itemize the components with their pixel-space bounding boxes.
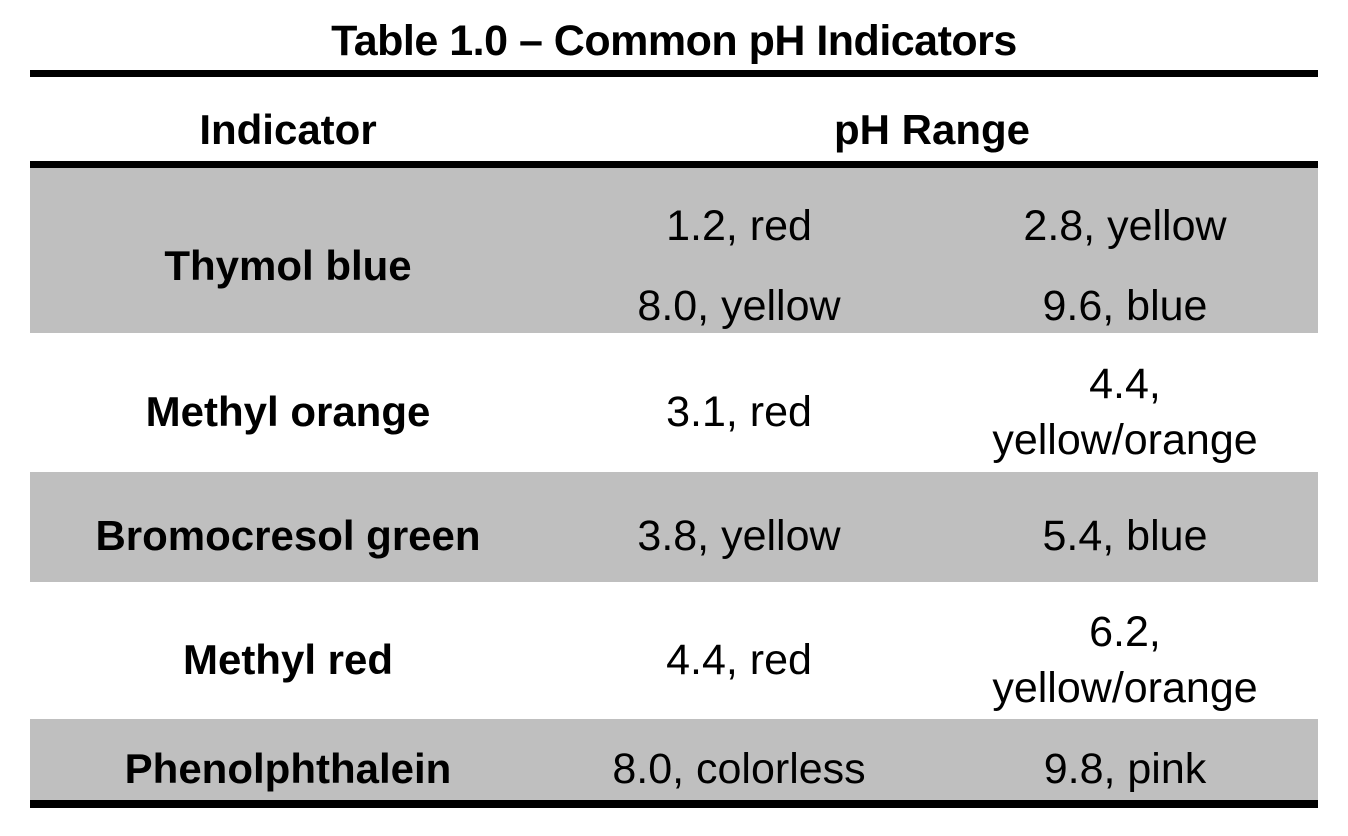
indicator-cell: Methyl orange bbox=[145, 387, 431, 435]
column-header-ph-range: pH Range bbox=[833, 106, 1030, 153]
indicator-cell: Thymol blue bbox=[164, 242, 412, 289]
table-row-thymol-blue: Thymol blue 1.2, red 8.0, yellow 2.8, ye… bbox=[30, 168, 1318, 333]
range-low-cell: 8.0, colorless bbox=[612, 744, 866, 793]
ph-indicators-table: Indicator pH Range Thymol blue 1.2, red … bbox=[30, 70, 1318, 808]
indicator-cell: Bromocresol green bbox=[95, 512, 481, 559]
table-header-row: Indicator pH Range bbox=[30, 77, 1318, 161]
range-low-cell: 3.1, red bbox=[666, 387, 812, 436]
table-caption: Table 1.0 – Common pH Indicators bbox=[331, 17, 1017, 65]
range-low-cell: 1.2, red 8.0, yellow bbox=[637, 202, 841, 330]
table-row-phenolphthalein: Phenolphthalein 8.0, colorless 9.8, pink bbox=[30, 719, 1318, 800]
indicator-cell: Methyl red bbox=[182, 635, 394, 683]
range-high-cell: 9.8, pink bbox=[1043, 744, 1207, 793]
range-high-cell: 6.2, yellow/orange bbox=[992, 607, 1258, 712]
table-row-methyl-red: Methyl red 4.4, red 6.2, yellow/orange bbox=[30, 582, 1318, 719]
range-high-cell: 5.4, blue bbox=[1042, 512, 1208, 560]
table-row-methyl-orange: Methyl orange 3.1, red 4.4, yellow/orang… bbox=[30, 333, 1318, 472]
range-low-cell: 4.4, red bbox=[666, 635, 812, 684]
table-row-bromocresol-green: Bromocresol green 3.8, yellow 5.4, blue bbox=[30, 472, 1318, 582]
top-rule bbox=[30, 70, 1318, 77]
header-rule bbox=[30, 161, 1318, 168]
range-high-cell: 4.4, yellow/orange bbox=[992, 359, 1258, 464]
indicator-cell: Phenolphthalein bbox=[124, 744, 452, 792]
range-high-cell: 2.8, yellow 9.6, blue bbox=[1023, 202, 1227, 330]
range-low-cell: 3.8, yellow bbox=[637, 512, 841, 560]
bottom-rule bbox=[30, 800, 1318, 808]
column-header-indicator: Indicator bbox=[199, 106, 377, 153]
